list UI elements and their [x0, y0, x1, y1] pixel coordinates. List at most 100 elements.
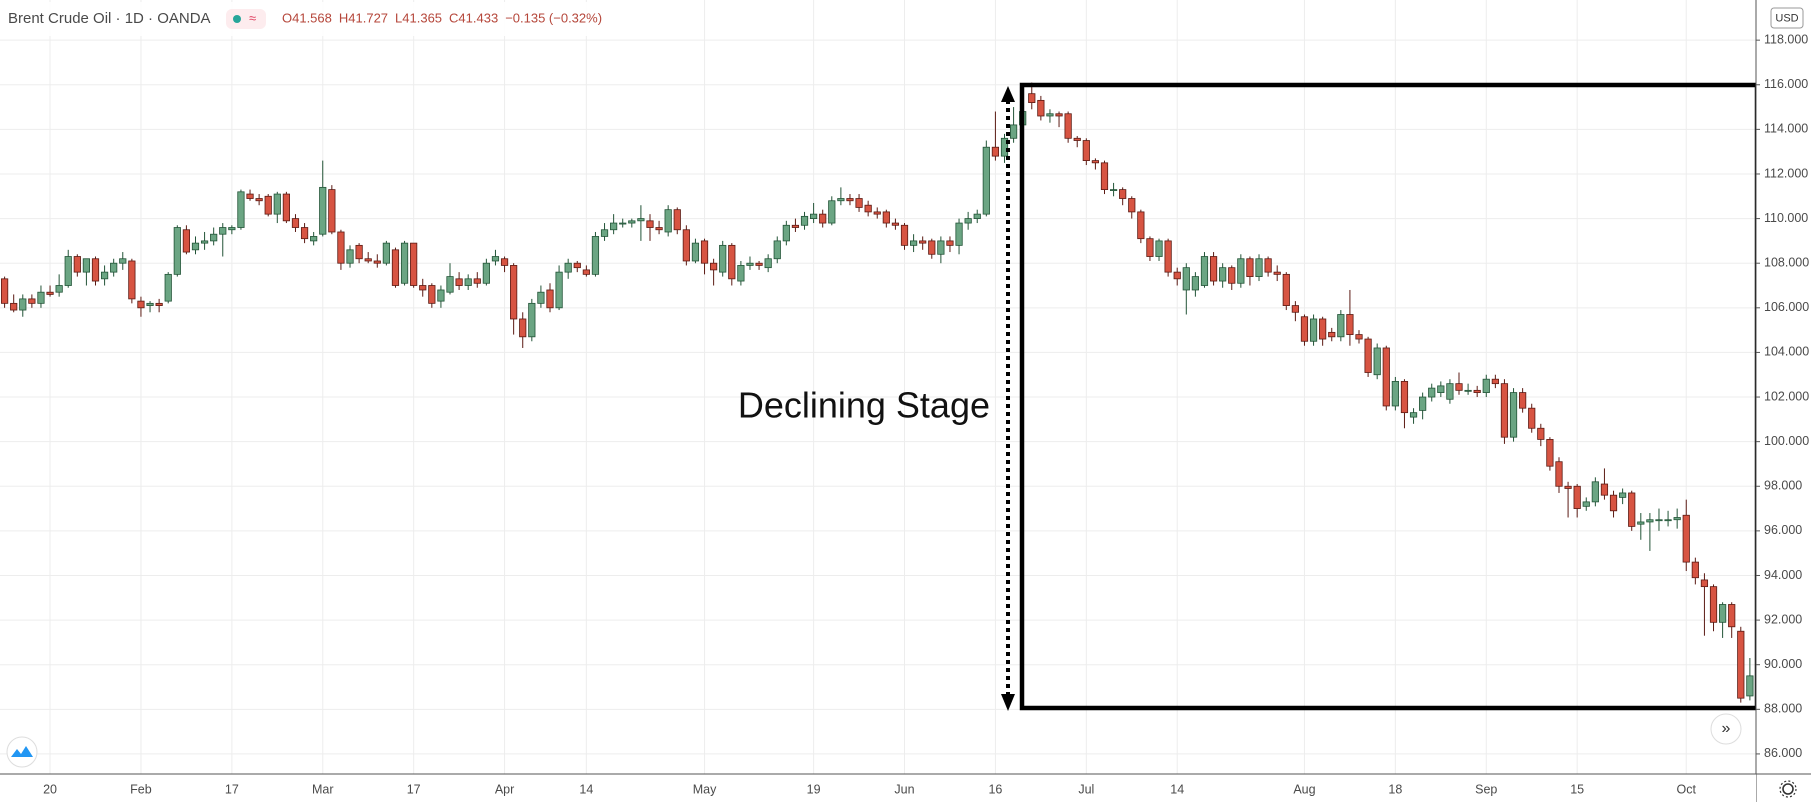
candle-body: [246, 193, 254, 199]
candle-body: [419, 285, 427, 291]
ohlc-value: L41.365: [395, 10, 442, 25]
candle-body: [1428, 387, 1436, 398]
symbol-title: Brent Crude Oil · 1D · OANDA: [8, 10, 211, 27]
candle-body: [128, 260, 136, 300]
candle-body: [900, 224, 909, 246]
candle-body: [1591, 481, 1599, 503]
candle-body: [137, 300, 145, 309]
candle-body: [1128, 198, 1136, 213]
candle-body: [728, 244, 736, 280]
candle-body: [346, 249, 354, 264]
candle-body: [1300, 316, 1309, 342]
candle-body: [510, 265, 518, 320]
candle-body: [1564, 485, 1572, 489]
candle-body: [1164, 240, 1172, 273]
candle-body: [746, 262, 754, 266]
candle-body: [82, 258, 91, 273]
candle-body: [1382, 347, 1390, 407]
candle-body: [1200, 256, 1209, 286]
candle-body: [100, 271, 109, 280]
candle-body: [337, 231, 345, 264]
x-tick-label: 17: [225, 782, 239, 796]
x-tick-label: Aug: [1293, 782, 1315, 796]
candle-body: [1409, 412, 1418, 418]
candle-body: [573, 262, 581, 269]
candle-body: [837, 198, 845, 202]
candle-body: [200, 240, 209, 244]
candle-body: [1455, 383, 1463, 391]
candle-body: [1746, 675, 1754, 697]
candle-body: [782, 224, 790, 242]
candle-body: [828, 200, 836, 224]
candle-body: [1628, 492, 1636, 527]
candle-body: [673, 209, 681, 231]
candle-body: [1000, 137, 1009, 157]
y-tick-label: 96.000: [1764, 523, 1802, 537]
candle-body: [855, 198, 863, 208]
candle-body: [182, 229, 190, 253]
candle-body: [1555, 461, 1563, 487]
candle-body: [1400, 381, 1409, 414]
x-tick-label: 14: [1170, 782, 1184, 796]
x-tick-label: Jul: [1078, 782, 1094, 796]
candle-body: [1646, 519, 1654, 523]
candle-body: [655, 227, 663, 231]
candle-body: [1700, 579, 1709, 588]
candle-body: [1337, 314, 1345, 338]
candle-body: [610, 222, 618, 231]
candle-body: [119, 258, 127, 264]
settings-gear[interactable]: [1782, 783, 1794, 795]
candle-body: [328, 189, 336, 233]
candle-body: [91, 258, 100, 282]
scroll-to-realtime[interactable]: [1710, 713, 1742, 745]
candle-body: [1682, 514, 1690, 563]
x-tick-label: Jun: [894, 782, 914, 796]
candle-body: [400, 242, 409, 284]
candle-body: [546, 289, 554, 309]
candle-body: [1109, 189, 1118, 191]
candle-body: [1528, 407, 1536, 429]
currency-box[interactable]: [1770, 7, 1804, 29]
candle-body: [1046, 113, 1054, 117]
candle-body: [1637, 521, 1645, 525]
status-dot: [233, 15, 241, 23]
price-axis-bg: [1756, 0, 1811, 802]
logo-button[interactable]: [6, 736, 38, 768]
ohlc-values: O41.568 H41.727 L41.365 C41.433 −0.135 (−0.3…: [282, 10, 602, 25]
candle-body: [519, 318, 527, 338]
candle-body: [1609, 494, 1618, 512]
candle-body: [1119, 189, 1127, 199]
candle-body: [973, 213, 981, 219]
status-badge[interactable]: [226, 9, 266, 29]
y-tick-label: 116.000: [1764, 77, 1808, 91]
y-tick-label: 94.000: [1764, 568, 1802, 582]
candle-body: [1737, 630, 1745, 699]
candle-body: [682, 229, 690, 262]
candle-body: [873, 211, 881, 215]
candle-body: [237, 191, 245, 228]
candle-body: [10, 302, 18, 311]
x-tick-label: May: [693, 782, 717, 796]
candle-body: [1237, 258, 1245, 284]
x-tick-label: 20: [43, 782, 57, 796]
candles: [0, 82, 1754, 703]
y-tick-label: 118.000: [1764, 32, 1808, 46]
candle-body: [1146, 238, 1154, 257]
candle-body: [473, 278, 481, 284]
candle-body: [1291, 305, 1299, 313]
candle-body: [1364, 338, 1372, 373]
candle-body: [210, 233, 218, 242]
candle-body: [46, 291, 54, 295]
candle-body: [1137, 211, 1145, 240]
candle-body: [291, 218, 300, 228]
candle-body: [1091, 160, 1099, 164]
candle-body: [1246, 258, 1254, 277]
candle-body: [164, 273, 172, 302]
candle-body: [800, 215, 809, 226]
candle-body: [791, 224, 800, 228]
candle-body: [1155, 240, 1163, 257]
candle-body: [64, 256, 72, 286]
candle-body: [146, 302, 154, 306]
y-tick-label: 86.000: [1764, 746, 1802, 760]
